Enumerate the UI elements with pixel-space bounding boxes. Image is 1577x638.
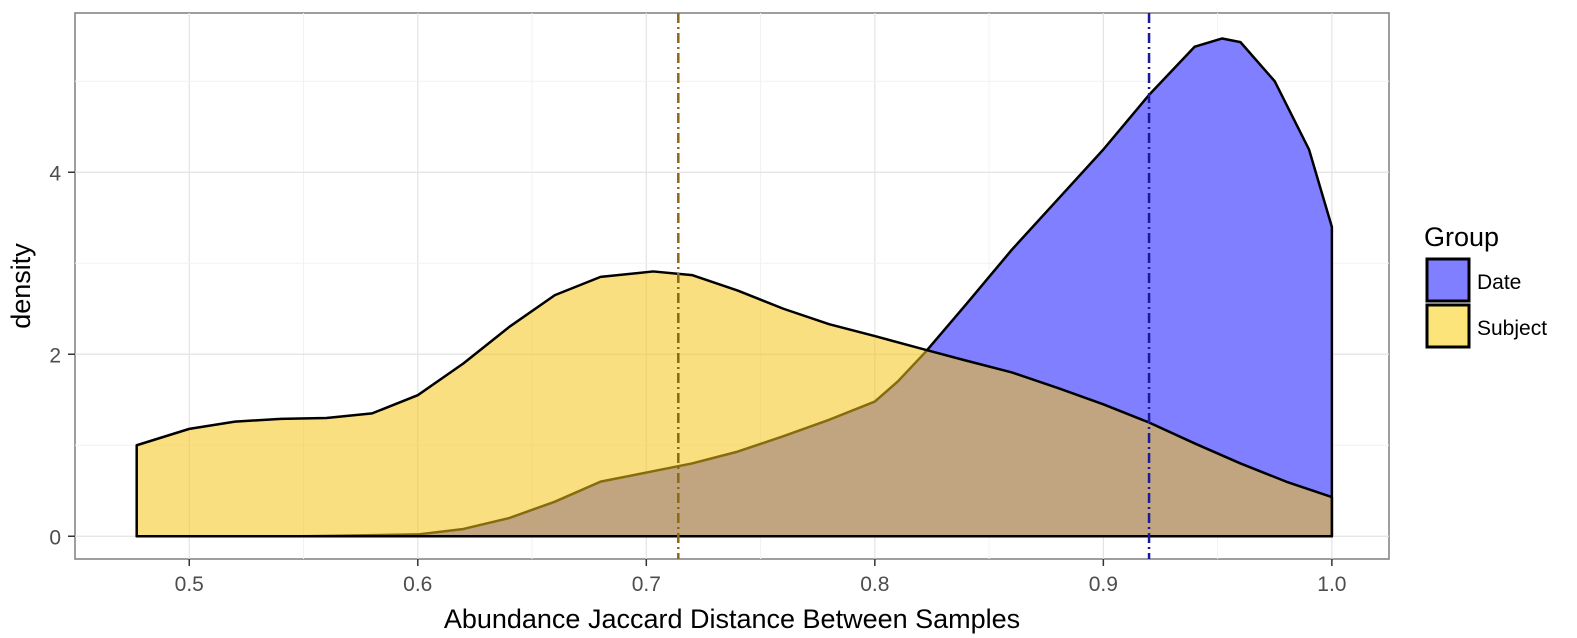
- y-axis-title: density: [6, 243, 36, 329]
- x-tick-label: 1.0: [1317, 573, 1346, 596]
- mean-lines: [677, 13, 1151, 559]
- y-tick-label: 0: [49, 526, 61, 549]
- x-tick-label: 0.7: [632, 573, 661, 596]
- density-areas: [135, 37, 1334, 538]
- x-tick-label: 0.6: [403, 573, 432, 596]
- density-area-subject: [135, 270, 1334, 538]
- legend-label-subject: Subject: [1477, 317, 1547, 340]
- axes: 0.5 0.6 0.7 0.8 0.9 1.0 0 2 4: [49, 162, 1346, 596]
- legend-title: Group: [1424, 222, 1499, 252]
- x-tick-label: 0.8: [860, 573, 889, 596]
- x-tick-label: 0.9: [1089, 573, 1118, 596]
- legend-key-subject: [1425, 303, 1471, 349]
- y-tick-label: 2: [49, 344, 61, 367]
- y-tick-label: 4: [49, 162, 61, 185]
- x-axis-title: Abundance Jaccard Distance Between Sampl…: [444, 604, 1020, 634]
- x-tick-label: 0.5: [175, 573, 204, 596]
- legend-key-date: [1425, 257, 1471, 303]
- legend: Group Date Subject: [1424, 222, 1547, 349]
- legend-label-date: Date: [1477, 271, 1521, 294]
